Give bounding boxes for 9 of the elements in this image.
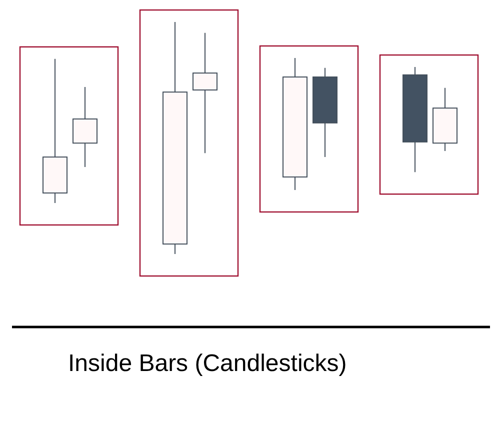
candlestick	[42, 58, 68, 204]
candlestick	[192, 32, 218, 154]
candlestick	[312, 67, 338, 158]
candlestick	[432, 87, 458, 152]
candlestick	[162, 22, 188, 254]
candlestick	[402, 66, 428, 173]
candlestick	[72, 86, 98, 168]
text: Inside Bars (Candlesticks)	[68, 350, 347, 377]
candlestick	[282, 57, 308, 190]
